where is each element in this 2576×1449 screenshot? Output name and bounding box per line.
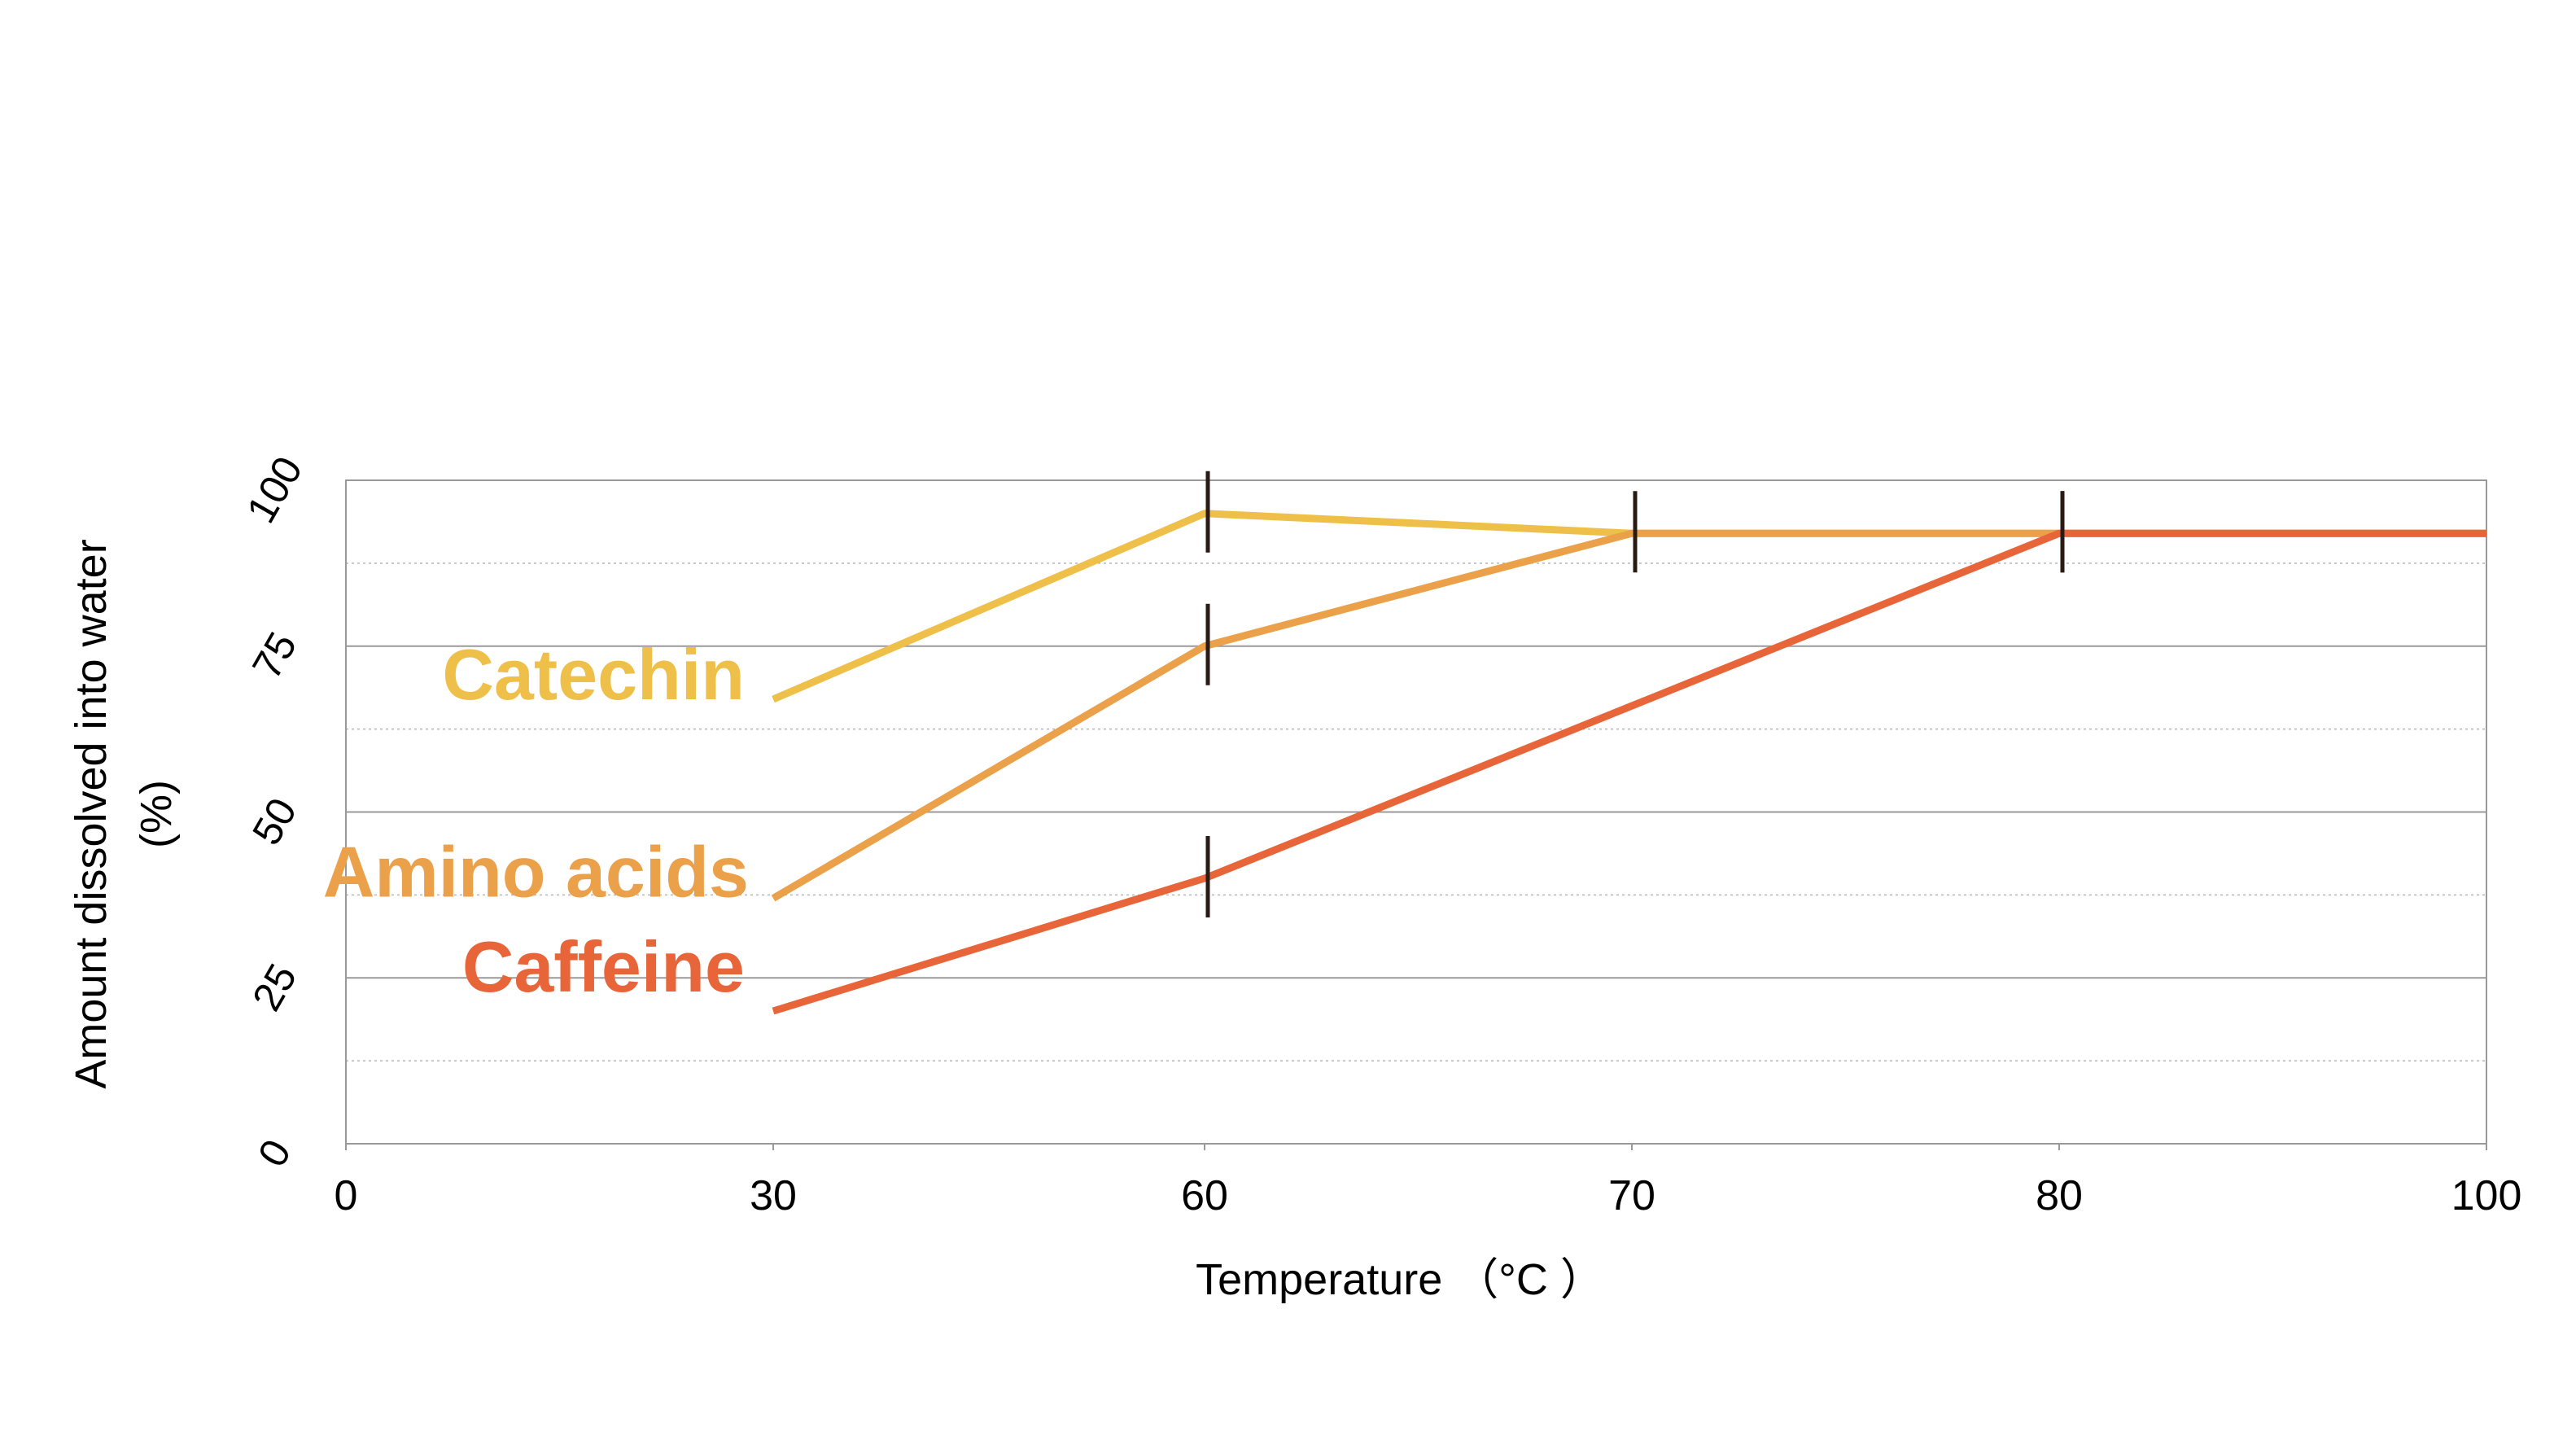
y-tick-label: 0 xyxy=(249,1132,300,1174)
y-tick-label: 25 xyxy=(243,957,305,1018)
series-label-catechin: Catechin xyxy=(442,634,745,715)
label-layer: Catechin Amino acids Caffeine xyxy=(323,634,749,1007)
series-label-caffeine: Caffeine xyxy=(462,926,745,1007)
y-tick-label: 100 xyxy=(238,449,311,530)
series-label-amino-acids: Amino acids xyxy=(323,831,749,912)
series-line-caffeine xyxy=(772,529,2486,1015)
x-axis-title: Temperature （°C ） xyxy=(1196,1255,1604,1304)
grid-layer xyxy=(346,563,2486,1062)
y-ticks: 0 25 50 75 100 xyxy=(238,449,311,1174)
x-tick-label: 80 xyxy=(2036,1172,2083,1219)
y-axis-title: Amount dissolved into water xyxy=(67,539,116,1088)
y-axis-unit: (%) xyxy=(132,780,181,848)
series-line-catechin xyxy=(772,510,2486,703)
marker-layer xyxy=(1205,471,2065,917)
x-tick-label: 30 xyxy=(750,1172,797,1219)
plot-frame xyxy=(345,479,2487,1145)
x-tick-label: 60 xyxy=(1181,1172,1228,1219)
x-tick-label: 0 xyxy=(335,1172,358,1219)
x-ticks: 0 30 60 70 80 100 xyxy=(335,1144,2522,1219)
x-tick-label: 100 xyxy=(2451,1172,2522,1219)
y-tick-label: 75 xyxy=(243,624,305,686)
x-tick-label: 70 xyxy=(1608,1172,1655,1219)
series-layer xyxy=(771,510,2486,1015)
y-tick-label: 50 xyxy=(243,790,305,852)
